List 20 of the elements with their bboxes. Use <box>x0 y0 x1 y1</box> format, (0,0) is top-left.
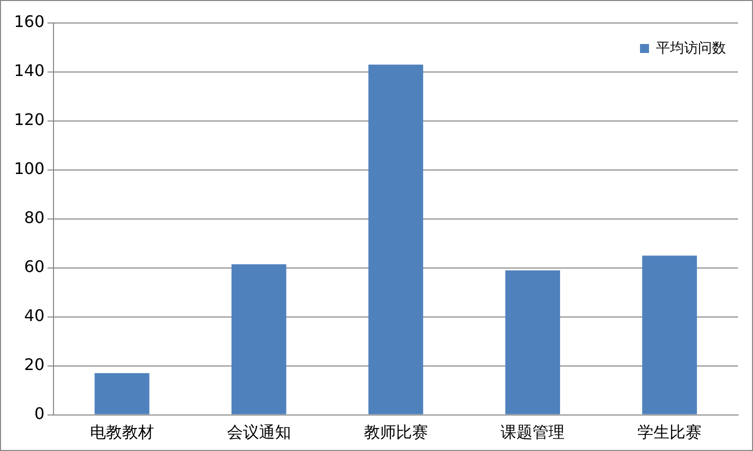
x-tick-label: 课题管理 <box>500 422 565 442</box>
bar <box>94 373 150 414</box>
y-tick-label: 100 <box>14 159 45 178</box>
y-tick-label: 20 <box>24 354 45 374</box>
y-tick-label: 160 <box>14 12 45 32</box>
bar <box>232 264 286 414</box>
bar <box>642 256 697 414</box>
y-tick-label: 60 <box>24 257 45 276</box>
bar <box>505 270 560 414</box>
y-tick-label: 40 <box>24 306 45 326</box>
x-tick-label: 学生比赛 <box>638 422 702 442</box>
x-tick-label: 教师比赛 <box>364 422 428 442</box>
y-tick-label: 0 <box>34 404 45 423</box>
bar <box>368 64 424 414</box>
y-tick-label: 120 <box>14 110 45 130</box>
x-tick-label: 电教教材 <box>90 422 154 442</box>
x-tick-label: 会议通知 <box>226 422 291 442</box>
legend-label: 平均访问数 <box>656 40 726 57</box>
y-tick-label: 80 <box>24 208 45 228</box>
y-tick-label: 140 <box>14 61 45 80</box>
